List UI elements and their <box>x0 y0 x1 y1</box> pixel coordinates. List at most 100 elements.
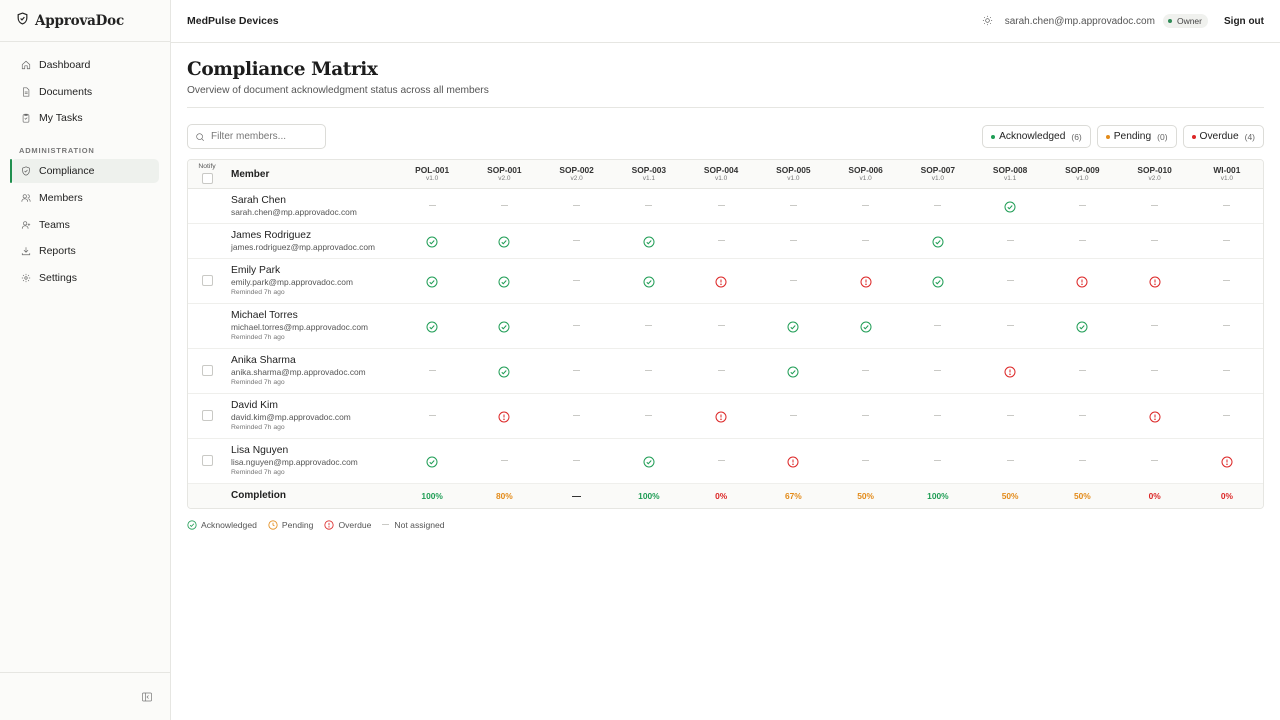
sidebar-item-label: Documents <box>39 85 93 98</box>
status-cell <box>830 224 902 259</box>
filter-label: Acknowledged <box>999 131 1066 142</box>
notify-checkbox[interactable] <box>201 365 213 377</box>
dash-icon <box>1078 460 1086 462</box>
dash-icon <box>934 325 942 327</box>
member-column-header[interactable]: Member <box>231 168 270 180</box>
doc-header-sop-005[interactable]: SOP-005 v1.0 <box>757 160 829 189</box>
brand-name: ApprovaDoc <box>35 12 124 29</box>
status-cell[interactable] <box>468 259 540 304</box>
status-cell[interactable] <box>902 259 974 304</box>
member-name[interactable]: Emily Park <box>231 265 281 276</box>
table-row: Sarah Chen sarah.chen@mp.approvadoc.com <box>188 189 1263 224</box>
status-cell[interactable] <box>1191 439 1263 484</box>
member-name[interactable]: Michael Torres <box>231 310 298 321</box>
status-cell[interactable] <box>613 224 685 259</box>
select-all-checkbox[interactable] <box>201 173 213 185</box>
notify-checkbox[interactable] <box>201 410 213 422</box>
sidebar-item-dashboard[interactable]: Dashboard <box>11 53 159 77</box>
legend-label: Overdue <box>338 519 372 530</box>
sidebar-item-settings[interactable]: Settings <box>11 266 159 290</box>
brand[interactable]: ApprovaDoc <box>0 0 170 42</box>
status-cell[interactable] <box>685 394 757 439</box>
status-cell[interactable] <box>468 304 540 349</box>
status-cell <box>902 189 974 224</box>
doc-header-sop-007[interactable]: SOP-007 v1.0 <box>902 160 974 189</box>
doc-header-sop-009[interactable]: SOP-009 v1.0 <box>1046 160 1118 189</box>
status-cell <box>830 394 902 439</box>
status-cell[interactable] <box>613 439 685 484</box>
member-name[interactable]: David Kim <box>231 400 278 411</box>
check-circle-icon <box>498 365 510 378</box>
doc-header-sop-008[interactable]: SOP-008 v1.1 <box>974 160 1046 189</box>
alert-circle-icon <box>1149 410 1161 423</box>
notify-checkbox[interactable] <box>201 275 213 287</box>
status-cell[interactable] <box>1119 394 1191 439</box>
status-cell[interactable] <box>396 304 468 349</box>
filter-overdue[interactable]: Overdue (4) <box>1182 125 1264 148</box>
doc-header-sop-010[interactable]: SOP-010 v2.0 <box>1119 160 1191 189</box>
status-cell[interactable] <box>396 439 468 484</box>
status-cell[interactable] <box>1119 259 1191 304</box>
status-cell[interactable] <box>757 349 829 394</box>
dash-icon <box>1151 460 1159 462</box>
status-cell[interactable] <box>1046 304 1118 349</box>
status-cell[interactable] <box>613 259 685 304</box>
member-name[interactable]: Anika Sharma <box>231 355 296 366</box>
filter-acknowledged[interactable]: Acknowledged (6) <box>982 125 1091 148</box>
status-cell[interactable] <box>830 304 902 349</box>
dash-icon <box>1078 415 1086 417</box>
status-cell[interactable] <box>685 259 757 304</box>
dash-icon <box>500 460 508 462</box>
dash-icon <box>862 370 870 372</box>
dash-icon <box>717 325 725 327</box>
sign-out-button[interactable]: Sign out <box>1224 15 1264 27</box>
role-badge: Owner <box>1162 14 1208 28</box>
status-cell[interactable] <box>757 304 829 349</box>
sidebar-item-label: Members <box>39 192 83 205</box>
collapse-sidebar-icon[interactable] <box>141 690 153 702</box>
status-cell[interactable] <box>757 439 829 484</box>
doc-version: v1.0 <box>1220 175 1234 182</box>
dash-icon <box>1006 240 1014 242</box>
status-cell <box>757 224 829 259</box>
status-cell[interactable] <box>902 224 974 259</box>
member-name[interactable]: Sarah Chen <box>231 194 286 206</box>
member-name[interactable]: Lisa Nguyen <box>231 445 289 456</box>
doc-header-pol-001[interactable]: POL-001 v1.0 <box>396 160 468 189</box>
status-cell[interactable] <box>974 189 1046 224</box>
sun-icon[interactable] <box>982 12 1005 31</box>
filter-pending[interactable]: Pending (0) <box>1096 125 1177 148</box>
dash-icon <box>428 205 436 207</box>
sidebar-item-reports[interactable]: Reports <box>11 239 159 263</box>
sidebar-item-teams[interactable]: Teams <box>11 213 159 237</box>
compliance-table: Notify Member POL-001 v1.0 SOP-001 v2.0 SO… <box>187 159 1264 509</box>
doc-header-sop-003[interactable]: SOP-003 v1.1 <box>613 160 685 189</box>
status-cell <box>1191 259 1263 304</box>
status-cell[interactable] <box>468 349 540 394</box>
sidebar-item-compliance[interactable]: Compliance <box>10 159 159 184</box>
check-circle-icon <box>426 320 438 333</box>
doc-id: WI-001 <box>1213 165 1241 175</box>
doc-header-wi-001[interactable]: WI-001 v1.0 <box>1191 160 1263 189</box>
sidebar-item-members[interactable]: Members <box>11 186 159 210</box>
status-cell[interactable] <box>830 259 902 304</box>
status-cell[interactable] <box>396 224 468 259</box>
dash-icon <box>789 415 797 417</box>
notify-checkbox[interactable] <box>201 455 213 467</box>
status-cell[interactable] <box>974 349 1046 394</box>
status-cell <box>468 189 540 224</box>
doc-header-sop-006[interactable]: SOP-006 v1.0 <box>830 160 902 189</box>
member-name[interactable]: James Rodriguez <box>231 229 312 241</box>
sidebar-item-documents[interactable]: Documents <box>11 80 159 104</box>
dash-icon <box>1223 280 1231 282</box>
status-cell[interactable] <box>468 394 540 439</box>
member-filter-input[interactable] <box>211 131 321 142</box>
doc-header-sop-004[interactable]: SOP-004 v1.0 <box>685 160 757 189</box>
status-cell[interactable] <box>396 259 468 304</box>
doc-header-sop-002[interactable]: SOP-002 v2.0 <box>541 160 613 189</box>
status-cell[interactable] <box>468 224 540 259</box>
doc-header-sop-001[interactable]: SOP-001 v2.0 <box>468 160 540 189</box>
status-cell[interactable] <box>1046 259 1118 304</box>
doc-id: SOP-006 <box>848 165 883 175</box>
sidebar-item-my-tasks[interactable]: My Tasks <box>11 106 159 130</box>
